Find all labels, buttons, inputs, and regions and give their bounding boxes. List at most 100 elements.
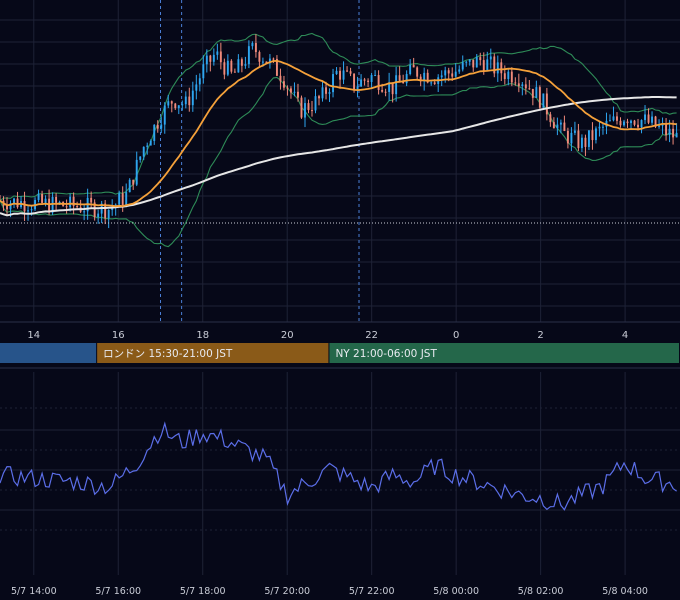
candle-body [181, 104, 184, 106]
candle-body [630, 120, 632, 124]
candle-body [156, 124, 159, 129]
candle-body [496, 62, 499, 74]
candle-body [69, 196, 72, 208]
candle-body [517, 83, 520, 87]
candle-body [381, 89, 384, 92]
candle-body [318, 96, 320, 99]
candle-body [644, 114, 646, 121]
candle-body [23, 201, 26, 212]
candle-body [510, 71, 513, 83]
x-tick-label: 2 [537, 330, 543, 341]
candle-body [619, 120, 622, 126]
candle-body [531, 88, 534, 98]
candle-body [468, 59, 471, 62]
candle-body [177, 105, 180, 109]
candles [0, 34, 678, 229]
x-tick-label: 0 [453, 330, 459, 341]
candle-body [552, 122, 555, 129]
candle-body [149, 140, 152, 146]
candle-body [623, 121, 625, 126]
candle-body [416, 67, 419, 77]
candle-body [398, 75, 401, 81]
candle-body [121, 193, 124, 206]
candle-body [500, 62, 503, 74]
x-tick-label: 22 [365, 330, 378, 341]
candle-body [489, 56, 492, 60]
candle-body [286, 87, 289, 89]
candle-body [125, 192, 128, 206]
bollinger-lower [0, 76, 677, 248]
candle-body [209, 55, 212, 62]
candle-body [612, 116, 615, 121]
candle-body [377, 75, 380, 90]
oscillator-line [0, 421, 677, 511]
candle-body [279, 75, 282, 82]
x-axis-ticks: 14 16 18 20 22 0 2 4 [27, 330, 628, 341]
candle-body [412, 64, 415, 68]
candle-body [458, 69, 461, 72]
candle-body [104, 203, 107, 219]
candle-body [423, 72, 426, 82]
candle-body [9, 203, 12, 210]
candle-body [444, 70, 447, 76]
candle-body [198, 78, 201, 85]
candle-body [447, 70, 450, 74]
candle-body [580, 137, 583, 149]
oscillator-x-axis-ticks: 5/7 14:00 5/7 16:00 5/7 18:00 5/7 20:00 5/7 … [11, 586, 648, 597]
candle-body [395, 75, 398, 95]
x-tick-label: 20 [281, 330, 294, 341]
candle-body [93, 202, 96, 218]
candle-body [76, 206, 79, 208]
x-tick-label: 16 [112, 330, 125, 341]
candle-body [454, 71, 457, 77]
candle-body [591, 130, 594, 141]
candle-body [559, 122, 562, 125]
candle-body [128, 179, 131, 193]
candle-body [601, 126, 604, 128]
candle-body [346, 70, 349, 72]
candle-body [261, 61, 264, 63]
candle-body [90, 197, 93, 203]
candle-body [226, 60, 229, 75]
moving-averages [0, 59, 677, 217]
candle-body [493, 56, 496, 74]
candle-body [16, 198, 19, 208]
candle-body [163, 105, 166, 125]
candle-body [556, 124, 559, 129]
candle-body [314, 96, 317, 111]
candle-body [535, 87, 538, 98]
candle-body [174, 103, 177, 109]
candle-body [325, 87, 327, 94]
candle-body [167, 101, 170, 106]
candle-body [563, 122, 566, 131]
candle-body [545, 93, 548, 115]
session-block [329, 343, 679, 363]
candle-body [367, 80, 370, 82]
candle-body [472, 59, 475, 68]
candle-body [139, 156, 142, 160]
bollinger-bands [0, 32, 677, 248]
x-tick-label: 4 [622, 330, 628, 341]
candle-body [268, 58, 271, 64]
candle-body [538, 87, 541, 108]
candle-body [202, 64, 205, 79]
candle-body [30, 209, 33, 211]
candle-body [282, 81, 285, 88]
candle-body [191, 90, 194, 106]
candle-body [360, 79, 363, 87]
candle-body [647, 114, 650, 123]
candle-body [640, 120, 643, 128]
candle-body [353, 73, 356, 90]
candle-body [13, 198, 15, 204]
bollinger-upper [0, 32, 677, 202]
candle-body [570, 132, 573, 144]
candle-body [233, 71, 236, 73]
candle-body [111, 207, 114, 211]
grid [0, 0, 680, 575]
session-block [97, 343, 329, 363]
candle-body [251, 43, 254, 47]
session-label: ロンドン 15:30-21:00 JST [103, 348, 233, 360]
candle-body [146, 145, 149, 147]
